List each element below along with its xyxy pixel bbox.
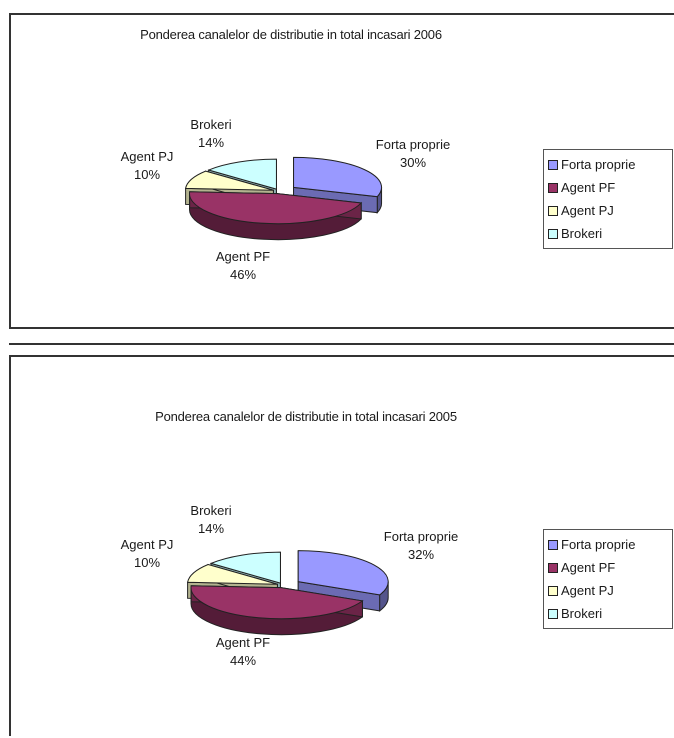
slice-label-pct: 14% bbox=[198, 135, 224, 150]
legend-item-forta-proprie: Forta proprie bbox=[548, 153, 668, 176]
legend-swatch bbox=[548, 539, 558, 550]
legend-label: Brokeri bbox=[561, 606, 603, 621]
slice-label-pct: 44% bbox=[230, 653, 256, 668]
chart-panel-2006: Ponderea canalelor de distributie in tot… bbox=[9, 13, 674, 329]
slice-label-pct: 10% bbox=[134, 555, 160, 570]
legend-label: Agent PF bbox=[561, 560, 616, 575]
legend-swatch bbox=[548, 585, 558, 596]
slice-label-pct: 32% bbox=[408, 547, 434, 562]
pie-slice-top-forta-proprie bbox=[297, 550, 389, 596]
pie-slice-top-brokeri bbox=[209, 551, 281, 584]
legend-item-brokeri: Brokeri bbox=[548, 222, 668, 245]
slice-label-name: Agent PJ bbox=[121, 149, 174, 164]
slice-label-pct: 46% bbox=[230, 267, 256, 282]
chart-panel-2005: Ponderea canalelor de distributie in tot… bbox=[9, 355, 674, 736]
legend-item-brokeri: Brokeri bbox=[548, 602, 668, 625]
legend-swatch bbox=[548, 205, 558, 216]
legend-swatch bbox=[548, 159, 558, 170]
legend-label: Agent PJ bbox=[561, 203, 614, 218]
pie-slice-top-agent-pf bbox=[190, 585, 364, 620]
chart-title: Ponderea canalelor de distributie in tot… bbox=[155, 409, 457, 424]
legend-item-forta-proprie: Forta proprie bbox=[548, 533, 668, 556]
slice-label-name: Agent PJ bbox=[121, 537, 174, 552]
legend-label: Brokeri bbox=[561, 226, 603, 241]
pie-slice-top-forta-proprie bbox=[293, 156, 383, 198]
slice-label-name: Forta proprie bbox=[384, 529, 458, 544]
legend-label: Agent PF bbox=[561, 180, 616, 195]
legend-item-agent-pf: Agent PF bbox=[548, 556, 668, 579]
legend: Forta proprie Agent PF Agent PJ Brokeri bbox=[543, 529, 673, 629]
chart-title: Ponderea canalelor de distributie in tot… bbox=[140, 27, 442, 42]
slice-label-name: Forta proprie bbox=[376, 137, 450, 152]
slice-label-pct: 14% bbox=[198, 521, 224, 536]
legend-item-agent-pj: Agent PJ bbox=[548, 199, 668, 222]
divider bbox=[9, 343, 674, 345]
pie-chart-2006: Forta proprie 30% Agent PF 46% Agent PJ 10% Br… bbox=[121, 117, 451, 282]
slice-label-name: Brokeri bbox=[190, 503, 231, 518]
pie-slice-top-brokeri bbox=[207, 158, 277, 190]
slice-label-pct: 10% bbox=[134, 167, 160, 182]
legend-swatch bbox=[548, 182, 558, 193]
pie-slice-top-agent-pf bbox=[189, 191, 363, 225]
pie-slice-top-agent-pj bbox=[184, 170, 274, 191]
slice-label-name: Agent PF bbox=[216, 635, 270, 650]
legend-label: Agent PJ bbox=[561, 583, 614, 598]
slice-label-pct: 30% bbox=[400, 155, 426, 170]
legend-label: Forta proprie bbox=[561, 157, 636, 172]
legend-item-agent-pj: Agent PJ bbox=[548, 579, 668, 602]
legend-item-agent-pf: Agent PF bbox=[548, 176, 668, 199]
legend-swatch bbox=[548, 608, 558, 619]
pie-chart-2005: Forta proprie 32% Agent PF 44% Agent PJ 10% Br… bbox=[121, 503, 459, 668]
legend: Forta proprie Agent PF Agent PJ Brokeri bbox=[543, 149, 673, 249]
slice-label-name: Brokeri bbox=[190, 117, 231, 132]
slice-label-name: Agent PF bbox=[216, 249, 270, 264]
pie-slice-top-agent-pj bbox=[187, 563, 278, 585]
legend-label: Forta proprie bbox=[561, 537, 636, 552]
legend-swatch bbox=[548, 562, 558, 573]
legend-swatch bbox=[548, 228, 558, 239]
